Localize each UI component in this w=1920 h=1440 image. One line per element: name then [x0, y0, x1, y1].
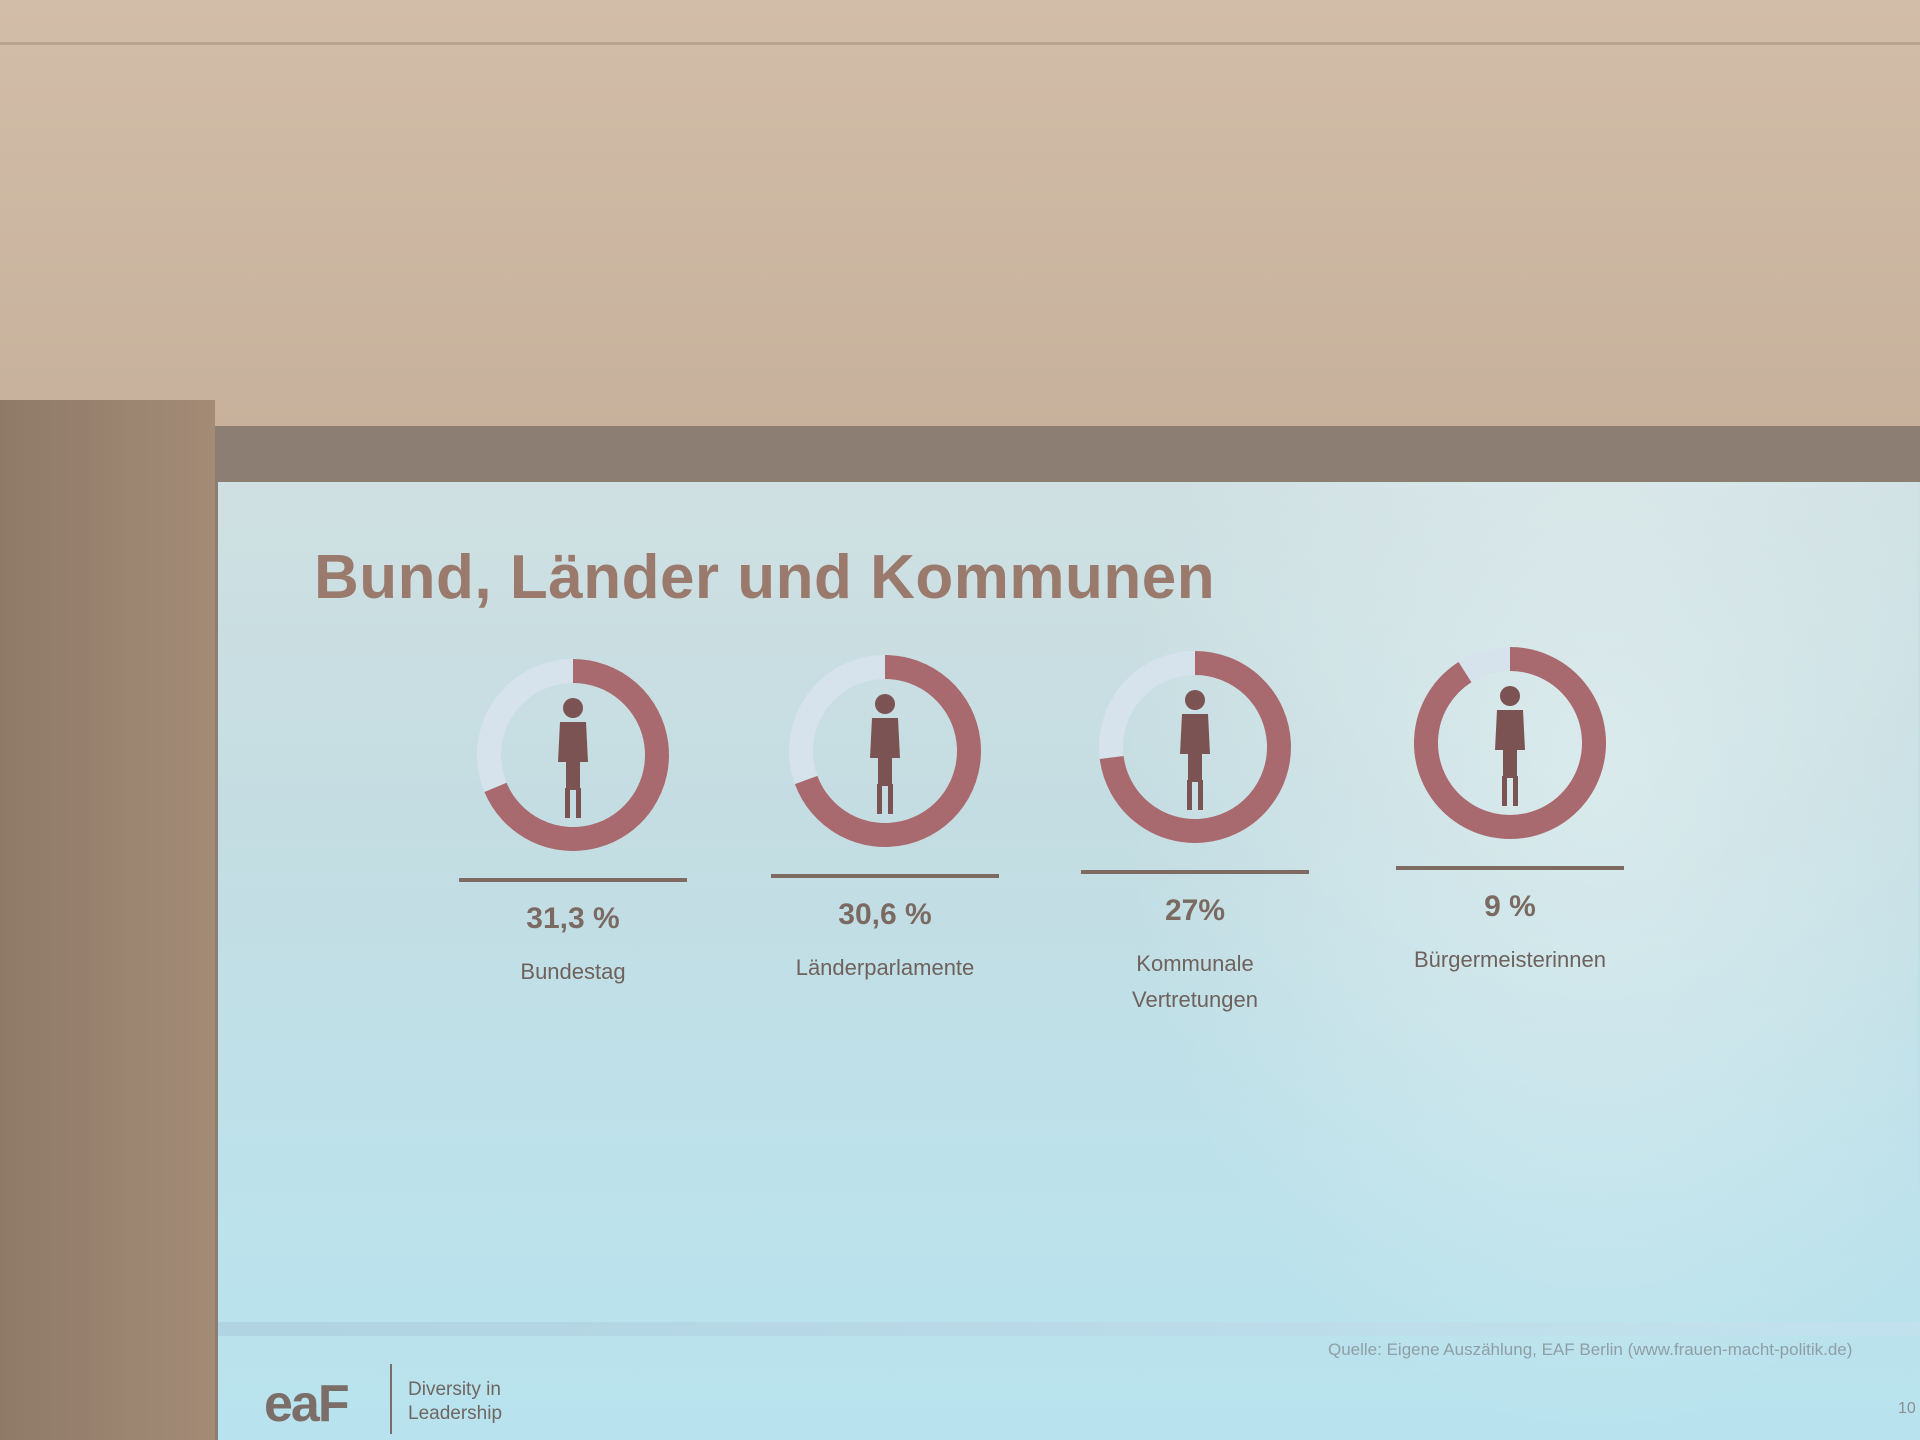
donut-chart-bundestag [477, 659, 669, 851]
stat-label-line2: Vertretungen [1132, 987, 1258, 1012]
woman-figure-icon [1495, 686, 1525, 806]
tagline-line2: Leadership [408, 1403, 503, 1424]
donut-arc [794, 655, 981, 847]
eaf-logo: eaF [264, 1375, 350, 1433]
donut-chart-laenderparlamente [789, 655, 981, 847]
logo-divider [390, 1364, 392, 1434]
woman-figure-icon [1180, 690, 1210, 810]
logo-tagline: Diversity in Leadership [408, 1378, 502, 1426]
slide-title: Bund, Länder und Kommunen [314, 543, 1216, 612]
tagline-line1: Diversity in [408, 1379, 501, 1400]
stat-divider [459, 878, 687, 882]
stat-label-line1: Bundestag [520, 959, 626, 984]
donut-arc [484, 659, 669, 851]
stat-buergermeisterinnen: 9 % Bürgermeisterinnen [1380, 638, 1640, 978]
stat-label-line1: Bürgermeisterinnen [1414, 947, 1606, 972]
projector-glare [1118, 482, 1918, 1440]
stat-label: Bundestag [443, 954, 703, 990]
stat-bundestag: 31,3 % Bundestag [443, 650, 703, 990]
woman-figure-icon [558, 698, 588, 818]
donut-chart-kommunale [1099, 651, 1291, 843]
stat-label: Bürgermeisterinnen [1380, 942, 1640, 978]
ceiling-edge [0, 42, 1920, 45]
wall-shadow [0, 400, 215, 1440]
stat-percent: 31,3 % [526, 902, 620, 935]
stat-laenderparlamente: 30,6 % Länderparlamente [755, 646, 1015, 986]
source-note: Quelle: Eigene Auszählung, EAF Berlin (w… [1328, 1340, 1853, 1359]
donut-arc [1099, 651, 1291, 843]
presentation-slide: Bund, Länder und Kommunen 31,3 % Bundest… [218, 482, 1920, 1440]
stat-percent: 27% [1164, 894, 1226, 927]
stat-divider [771, 874, 999, 878]
page-number: 10 [1898, 1400, 1916, 1417]
footer-band [218, 1322, 1920, 1336]
stat-percent: 9 % [1484, 890, 1536, 923]
stat-divider [1081, 870, 1309, 874]
woman-figure-icon [870, 694, 900, 814]
stat-percent: 30,6 % [838, 898, 932, 931]
donut-chart-buergermeisterinnen [1414, 647, 1606, 839]
stat-label: Kommunale Vertretungen [1065, 946, 1325, 1018]
stat-divider [1396, 866, 1624, 870]
stat-label-line1: Länderparlamente [795, 955, 975, 980]
stat-label: Länderparlamente [755, 950, 1015, 986]
stat-kommunale-vertretungen: 27% Kommunale Vertretungen [1065, 642, 1325, 1018]
donut-arc [1414, 647, 1606, 839]
stat-label-line1: Kommunale [1136, 951, 1254, 976]
